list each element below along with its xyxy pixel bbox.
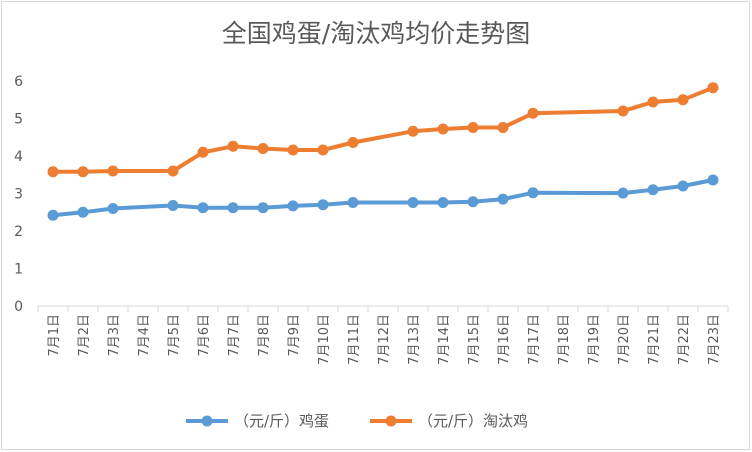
data-point [347,137,359,148]
data-point [497,193,509,205]
data-point [77,206,89,218]
data-point [617,187,629,199]
x-tick-label: 7月18日 [557,314,572,365]
y-tick-label: 3 [14,187,23,203]
chart-title: 全国鸡蛋/淘汰鸡均价走势图 [221,19,531,48]
data-point [227,202,239,214]
series-line-0 [51,178,715,218]
x-tick-label: 7月11日 [347,314,362,365]
y-tick-label: 4 [14,149,23,165]
data-point [167,200,179,211]
y-axis: 0 1 2 3 4 5 6 [14,74,23,315]
data-point [467,196,479,208]
data-point [227,140,239,152]
data-point [257,143,269,154]
data-point [77,166,89,178]
x-tick-label: 7月19日 [587,314,602,365]
data-point [647,96,659,108]
data-point [197,146,209,158]
x-tick-label: 7月16日 [497,314,512,365]
data-point [107,165,119,177]
data-point [617,105,629,117]
y-tick-label: 0 [14,299,23,315]
data-point [407,197,419,208]
data-point [437,197,449,208]
x-tick-label: 7月9日 [287,314,302,357]
x-tick-label: 7月20日 [617,314,632,365]
data-point [497,122,509,133]
y-tick-label: 2 [14,224,23,240]
data-point [317,144,329,156]
data-point [527,107,539,119]
data-point [647,184,659,196]
x-tick-label: 7月22日 [677,314,692,365]
x-tick-label: 7月23日 [707,314,722,365]
x-tick-label: 7月13日 [407,314,422,365]
data-point [317,199,329,211]
x-tick-label: 7月6日 [197,314,212,357]
data-point [287,144,299,156]
data-point [677,180,689,192]
x-tick-label: 7月15日 [467,314,482,365]
x-tick-label: 7月21日 [647,314,662,365]
x-tick-label: 7月3日 [107,314,122,357]
y-tick-label: 5 [14,112,23,128]
x-axis: 7月1日 7月2日 7月3日 7月4日 7月5日 7月6日 7月7日 7月8日 7月9日 7月10… [37,305,729,365]
x-tick-label: 7月10日 [317,314,332,365]
data-point [167,165,179,177]
data-point [197,202,209,214]
legend-label-0: （元/斤）鸡蛋 [234,412,329,430]
x-tick-label: 7月2日 [77,314,92,357]
series-line-1 [51,85,715,174]
y-tick-label: 1 [14,262,23,278]
data-point [47,166,59,178]
legend-label-1: （元/斤）淘汰鸡 [418,412,528,430]
data-point [107,203,119,214]
data-point [707,174,719,186]
data-point [677,94,689,106]
data-point [257,202,269,214]
data-point [527,187,539,199]
legend: （元/斤）鸡蛋 （元/斤）淘汰鸡 [186,412,528,430]
x-tick-label: 7月5日 [167,314,182,357]
data-point [467,122,479,133]
x-tick-label: 7月4日 [137,314,152,357]
x-tick-label: 7月17日 [527,314,542,365]
x-tick-label: 7月7日 [227,314,242,357]
data-point [347,197,359,208]
y-tick-label: 6 [14,74,23,90]
data-point [407,125,419,137]
x-tick-label: 7月14日 [437,314,452,365]
data-point [437,123,449,135]
legend-marker-0 [201,415,213,427]
data-point [707,82,719,94]
data-point [287,200,299,212]
series-layer [47,82,719,221]
x-tick-label: 7月8日 [257,314,272,357]
x-tick-label: 7月1日 [47,314,62,357]
x-tick-label: 7月12日 [377,314,392,365]
data-point [47,209,59,221]
legend-marker-1 [385,415,397,427]
